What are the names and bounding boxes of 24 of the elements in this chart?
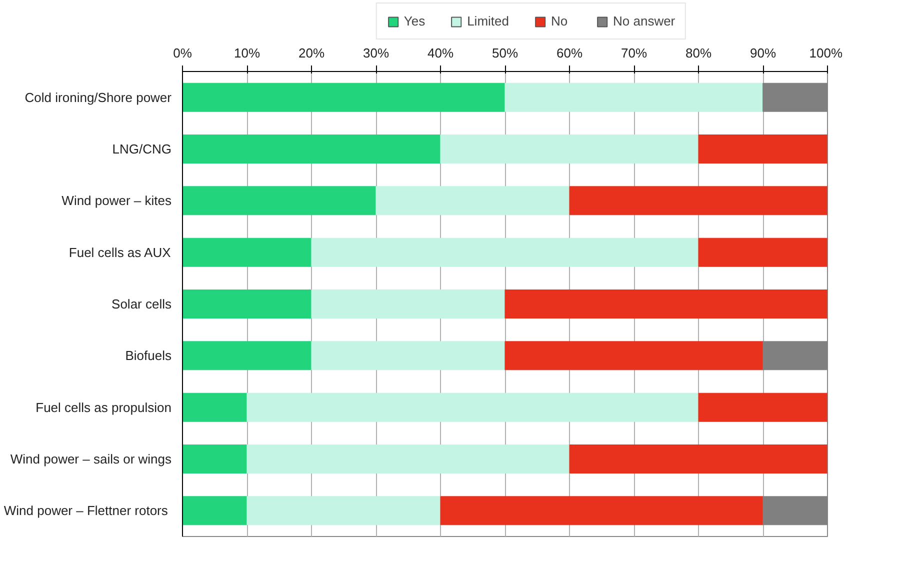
y-tick-label: Fuel cells as propulsion [36, 400, 172, 415]
x-tick-label: 80% [685, 46, 712, 60]
x-tick-label: 100% [809, 46, 843, 60]
x-tick-label: 0% [173, 46, 192, 60]
x-tick-label: 10% [234, 46, 260, 60]
y-tick-label: Wind power – sails or wings [10, 452, 172, 466]
y-tick-label: Biofuels [125, 348, 172, 364]
y-tick-label: Wind power – Flettner rotors [4, 503, 168, 518]
legend-label: No answer [613, 14, 676, 28]
legend-label: No [551, 14, 569, 28]
legend-label: Yes [404, 14, 426, 28]
x-tick-label: 30% [362, 46, 390, 60]
x-tick-label: 50% [492, 46, 518, 60]
x-tick-label: 20% [298, 46, 325, 60]
x-tick-label: 90% [750, 46, 776, 60]
y-tick-label: Cold ironing/Shore power [24, 90, 172, 105]
x-tick-label: 40% [427, 46, 454, 60]
y-tick-label: Fuel cells as AUX [68, 244, 172, 260]
y-tick-label: Solar cells [112, 296, 172, 312]
y-tick-label: Wind power – kites [62, 193, 172, 208]
x-tick-label: 60% [556, 46, 583, 60]
y-tick-label: LNG/CNG [112, 142, 172, 156]
legend-label: Limited [467, 14, 509, 28]
x-tick-label: 70% [620, 46, 648, 60]
